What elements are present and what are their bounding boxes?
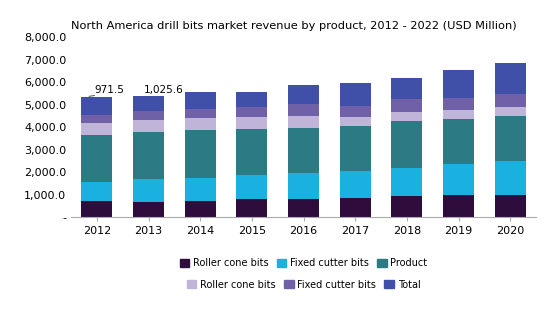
Bar bbox=[494, 63, 526, 94]
Bar bbox=[185, 178, 216, 201]
Bar bbox=[133, 120, 164, 132]
Bar bbox=[288, 104, 319, 116]
Bar bbox=[340, 126, 371, 171]
Bar bbox=[236, 107, 267, 117]
Bar bbox=[443, 164, 474, 195]
Bar bbox=[443, 69, 474, 98]
Bar bbox=[185, 131, 216, 178]
Bar bbox=[82, 97, 113, 115]
Bar bbox=[82, 182, 113, 201]
Bar bbox=[392, 100, 422, 112]
Bar bbox=[494, 107, 526, 116]
Bar bbox=[133, 202, 164, 217]
Bar bbox=[288, 116, 319, 128]
Bar bbox=[133, 96, 164, 111]
Bar bbox=[185, 109, 216, 118]
Bar bbox=[133, 179, 164, 202]
Bar bbox=[392, 168, 422, 196]
Bar bbox=[340, 171, 371, 198]
Bar bbox=[340, 198, 371, 217]
Text: 971.5: 971.5 bbox=[94, 86, 124, 95]
Bar bbox=[185, 92, 216, 109]
Bar bbox=[133, 132, 164, 179]
Bar bbox=[185, 118, 216, 131]
Bar bbox=[185, 201, 216, 217]
Legend: Roller cone bits, Fixed cutter bits, Total: Roller cone bits, Fixed cutter bits, Tot… bbox=[183, 276, 424, 294]
Bar bbox=[133, 111, 164, 120]
Bar bbox=[236, 91, 267, 107]
Bar bbox=[82, 115, 113, 123]
Bar bbox=[236, 199, 267, 217]
Bar bbox=[392, 121, 422, 168]
Bar bbox=[288, 173, 319, 199]
Bar bbox=[236, 129, 267, 175]
Bar bbox=[443, 195, 474, 217]
Bar bbox=[82, 122, 113, 135]
Bar bbox=[340, 117, 371, 126]
Text: 1,025.6: 1,025.6 bbox=[143, 85, 183, 95]
Bar bbox=[443, 98, 474, 110]
Bar bbox=[236, 175, 267, 199]
Bar bbox=[288, 128, 319, 173]
Bar bbox=[494, 161, 526, 195]
Bar bbox=[288, 199, 319, 217]
Bar bbox=[392, 196, 422, 217]
Bar bbox=[82, 201, 113, 217]
Bar bbox=[288, 85, 319, 104]
Bar bbox=[494, 116, 526, 161]
Bar bbox=[82, 135, 113, 182]
Bar bbox=[494, 94, 526, 107]
Bar bbox=[443, 119, 474, 164]
Bar bbox=[494, 195, 526, 217]
Bar bbox=[340, 83, 371, 105]
Bar bbox=[392, 112, 422, 121]
Text: North America drill bits market revenue by product, 2012 - 2022 (USD Million): North America drill bits market revenue … bbox=[71, 21, 517, 31]
Bar bbox=[392, 78, 422, 100]
Bar bbox=[236, 117, 267, 129]
Bar bbox=[443, 110, 474, 119]
Bar bbox=[340, 105, 371, 117]
